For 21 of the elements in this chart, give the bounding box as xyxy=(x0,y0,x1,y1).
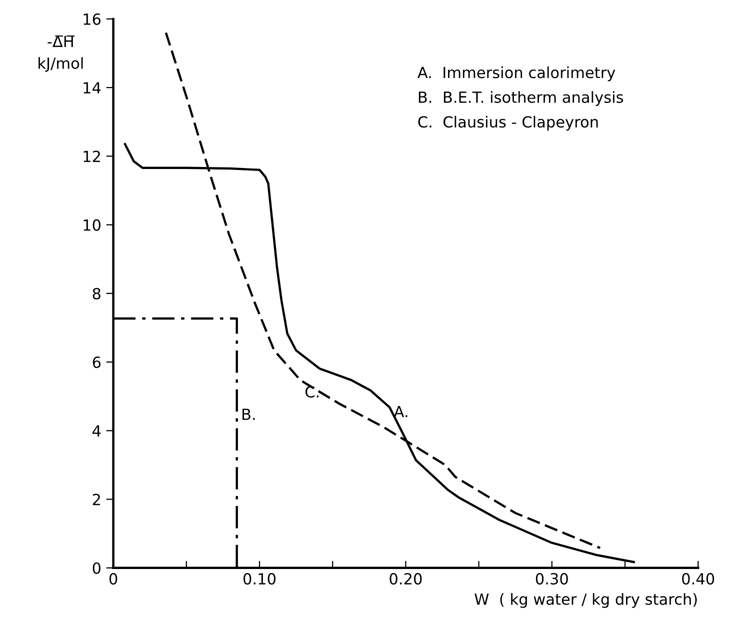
y-tick-label: 16 xyxy=(84,13,101,25)
x-axis-title: W ( kg water / kg dry starch) xyxy=(474,593,697,608)
x-tick-label: 0.40 xyxy=(682,573,714,585)
x-tick-label: 0.30 xyxy=(536,573,568,585)
y-axis-title: -Δ̅H̅ kJ/mol xyxy=(38,35,83,72)
y-tick-label: 12 xyxy=(84,150,100,162)
x-tick-label: 0.10 xyxy=(244,573,276,585)
x-tick-label: 0 xyxy=(109,573,118,585)
y-tick-label: 2 xyxy=(92,494,100,506)
y-tick-label: 0 xyxy=(92,562,100,574)
y-tick-label: 10 xyxy=(84,219,100,231)
annotation: B. B.E.T. isotherm analysis xyxy=(418,91,624,106)
x-tick-label: 0.20 xyxy=(390,573,422,585)
annotation: A. Immersion calorimetry xyxy=(418,66,616,82)
y-tick-label: 8 xyxy=(92,288,100,300)
y-tick-label: 4 xyxy=(92,425,101,436)
annotation: C. Clausius - Clapeyron xyxy=(418,116,598,131)
annotation: B. xyxy=(242,408,255,420)
annotation: A. xyxy=(394,406,408,418)
y-tick-label: 14 xyxy=(84,82,101,94)
y-tick-label: 6 xyxy=(92,356,101,368)
